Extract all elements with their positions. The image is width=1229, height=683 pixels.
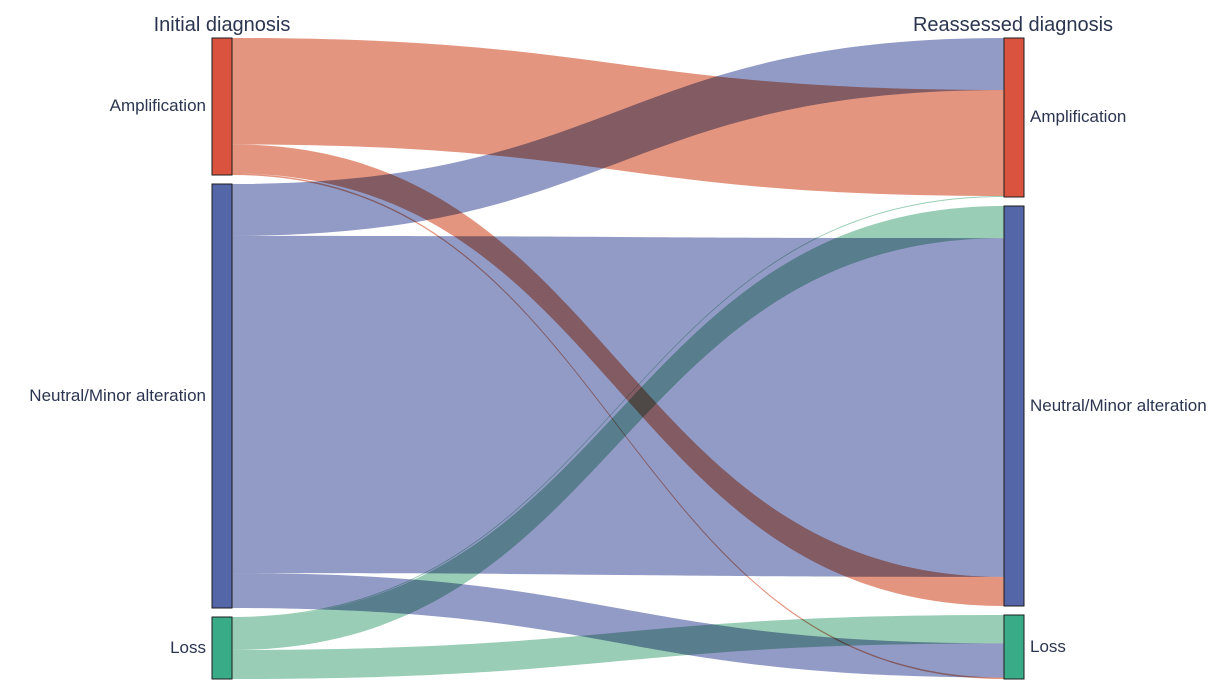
flow-loss-to-loss	[232, 615, 1004, 679]
initial-diagnosis-title: Initial diagnosis	[154, 14, 291, 36]
reassessed-loss-label: Loss	[1030, 637, 1066, 656]
initial-amplification-label: Amplification	[110, 96, 206, 115]
initial-loss-node	[211, 616, 233, 680]
reassessed-diagnosis-title: Reassessed diagnosis	[913, 14, 1113, 36]
flow-loss-to-neutral-minor-alteration	[232, 206, 1004, 650]
flow-neutral-minor-alteration-to-neutral-minor-alteration	[232, 235, 1004, 577]
diagram-nodes	[211, 37, 1025, 680]
flow-links	[232, 38, 1004, 679]
reassessed-loss-node	[1003, 614, 1025, 680]
initial-neutral-minor-alteration-node	[211, 183, 233, 609]
flow-neutral-minor-alteration-to-amplification	[232, 38, 1004, 236]
flow-loss-to-amplification	[232, 196, 1004, 618]
reassessed-amplification-node	[1003, 37, 1025, 198]
initial-loss-label: Loss	[170, 638, 206, 657]
initial-neutral-label: Neutral/Minor alteration	[29, 386, 206, 405]
reassessed-neutral-label: Neutral/Minor alteration	[1030, 396, 1207, 415]
reassessed-neutral-minor-alteration-node	[1003, 205, 1025, 607]
reassessed-amplification-label: Amplification	[1030, 107, 1126, 126]
initial-amplification-node	[211, 37, 233, 176]
